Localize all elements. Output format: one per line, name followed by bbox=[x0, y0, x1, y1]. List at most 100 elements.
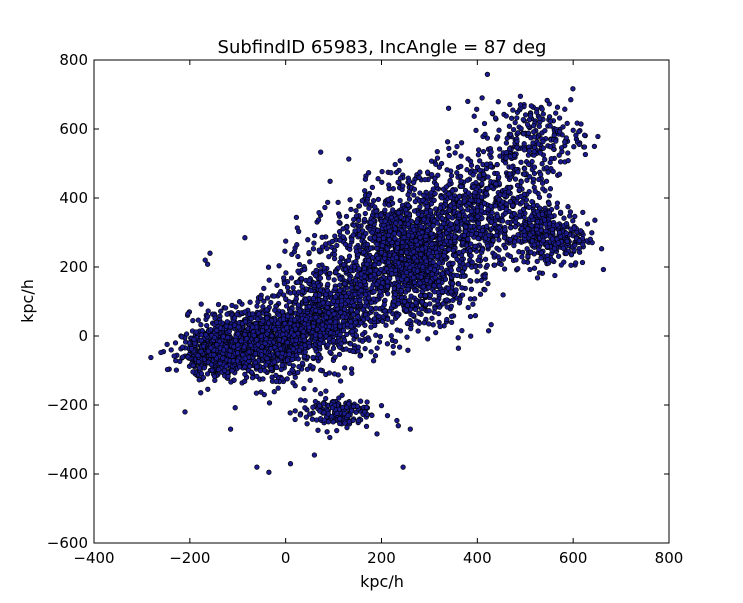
scatter-point bbox=[247, 363, 253, 369]
scatter-point bbox=[338, 340, 344, 347]
scatter-point bbox=[560, 245, 567, 251]
scatter-point bbox=[290, 285, 296, 291]
scatter-point bbox=[188, 346, 195, 352]
scatter-point bbox=[515, 266, 521, 272]
scatter-point bbox=[331, 247, 338, 253]
scatter-point bbox=[198, 348, 204, 355]
scatter-point bbox=[357, 282, 363, 288]
scatter-point bbox=[213, 319, 220, 325]
scatter-point bbox=[502, 227, 508, 233]
scatter-point bbox=[276, 312, 282, 318]
scatter-point bbox=[446, 145, 452, 152]
scatter-point bbox=[444, 139, 451, 145]
scatter-point bbox=[561, 215, 567, 221]
scatter-point bbox=[396, 283, 402, 289]
scatter-point bbox=[512, 239, 518, 245]
scatter-point bbox=[475, 213, 481, 220]
scatter-point bbox=[348, 307, 355, 313]
scatter-point bbox=[427, 265, 434, 272]
scatter-point bbox=[456, 193, 462, 200]
scatter-point bbox=[455, 345, 462, 351]
scatter-point bbox=[375, 176, 381, 182]
scatter-point bbox=[482, 287, 488, 293]
scatter-point bbox=[301, 353, 308, 360]
scatter-point bbox=[508, 225, 514, 231]
scatter-point bbox=[284, 376, 290, 382]
scatter-point bbox=[496, 225, 502, 231]
scatter-point bbox=[372, 353, 379, 359]
scatter-point bbox=[522, 112, 529, 118]
scatter-point bbox=[310, 246, 317, 252]
scatter-point bbox=[508, 115, 515, 121]
scatter-point bbox=[558, 262, 564, 268]
scatter-point bbox=[332, 319, 339, 325]
scatter-point bbox=[303, 316, 309, 323]
scatter-point bbox=[514, 182, 521, 189]
scatter-point bbox=[218, 325, 224, 331]
scatter-point bbox=[488, 219, 495, 225]
scatter-point bbox=[346, 257, 352, 264]
scatter-point bbox=[555, 253, 562, 259]
scatter-point bbox=[360, 307, 366, 313]
scatter-point bbox=[336, 351, 343, 358]
scatter-point bbox=[485, 280, 491, 287]
scatter-point bbox=[514, 199, 520, 205]
scatter-point bbox=[544, 257, 551, 263]
scatter-point bbox=[410, 249, 417, 255]
scatter-point bbox=[540, 145, 546, 151]
scatter-point bbox=[423, 209, 430, 216]
scatter-point bbox=[452, 150, 458, 156]
scatter-point bbox=[454, 219, 460, 225]
scatter-point bbox=[392, 338, 399, 345]
scatter-point bbox=[501, 235, 508, 241]
scatter-point bbox=[232, 405, 238, 411]
scatter-point bbox=[307, 377, 313, 383]
scatter-point bbox=[363, 230, 369, 237]
scatter-point bbox=[552, 272, 558, 279]
scatter-point bbox=[468, 286, 475, 292]
scatter-point bbox=[357, 297, 363, 303]
scatter-point bbox=[496, 247, 502, 253]
scatter-point bbox=[413, 318, 420, 324]
scatter-point bbox=[470, 301, 476, 307]
scatter-point bbox=[148, 354, 154, 361]
scatter-point bbox=[506, 146, 513, 152]
scatter-point bbox=[439, 215, 445, 222]
scatter-point bbox=[448, 267, 454, 273]
scatter-point bbox=[547, 186, 554, 192]
scatter-point bbox=[571, 144, 577, 150]
scatter-point bbox=[436, 283, 442, 289]
scatter-point bbox=[439, 244, 445, 250]
scatter-point bbox=[390, 302, 397, 308]
scatter-point bbox=[318, 149, 324, 155]
scatter-point bbox=[284, 284, 291, 291]
scatter-point bbox=[366, 192, 372, 198]
scatter-point bbox=[411, 255, 417, 261]
scatter-point bbox=[311, 240, 317, 246]
scatter-point bbox=[288, 275, 295, 281]
scatter-point bbox=[329, 238, 336, 245]
scatter-point bbox=[505, 219, 511, 226]
scatter-point bbox=[392, 291, 398, 297]
scatter-point bbox=[475, 257, 481, 263]
scatter-point bbox=[235, 331, 241, 337]
scatter-point bbox=[425, 227, 431, 234]
scatter-point bbox=[283, 270, 289, 276]
scatter-point bbox=[576, 128, 582, 135]
scatter-point bbox=[457, 199, 463, 205]
scatter-point bbox=[276, 263, 282, 269]
scatter-point bbox=[385, 232, 392, 238]
scatter-point bbox=[218, 308, 224, 314]
scatter-point bbox=[279, 350, 285, 357]
scatter-point bbox=[330, 345, 337, 351]
scatter-point bbox=[349, 236, 355, 243]
scatter-point bbox=[294, 242, 300, 248]
scatter-point bbox=[254, 364, 260, 370]
scatter-point bbox=[358, 320, 364, 326]
scatter-point bbox=[481, 171, 487, 177]
scatter-point bbox=[323, 388, 329, 394]
scatter-point bbox=[468, 215, 474, 221]
scatter-point bbox=[444, 167, 450, 173]
scatter-point bbox=[411, 192, 417, 198]
scatter-point bbox=[330, 298, 337, 304]
